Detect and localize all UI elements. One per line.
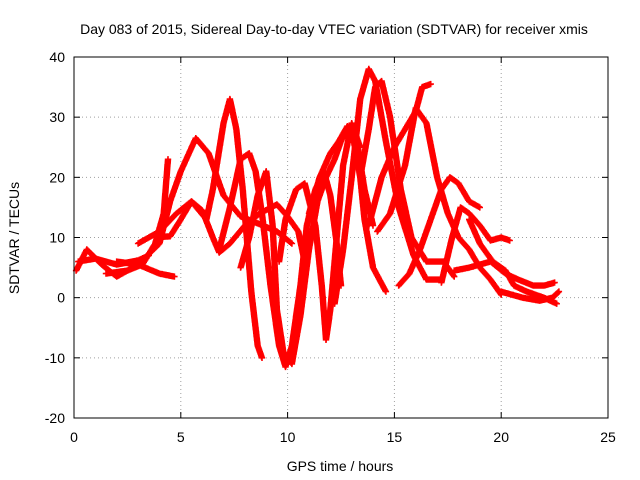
y-tick-label: -20 <box>45 410 65 426</box>
axis-ticks <box>73 56 609 419</box>
data-series-group <box>72 65 563 371</box>
data-series-sat-f <box>152 95 266 361</box>
y-axis-title: SDTVAR / TECUs <box>6 182 22 294</box>
x-tick-label: 5 <box>177 429 185 445</box>
chart-title: Day 083 of 2015, Sidereal Day-to-day VTE… <box>80 21 588 37</box>
data-series-sat-o <box>395 174 483 289</box>
x-tick-label: 20 <box>493 429 509 445</box>
y-tick-label: 20 <box>49 169 65 185</box>
tick-labels: 0 5 10 15 20 25 -20 -10 0 10 20 30 40 <box>45 49 616 445</box>
x-tick-label: 25 <box>600 429 616 445</box>
x-tick-label: 15 <box>387 429 403 445</box>
data-point-markers <box>152 95 266 361</box>
data-series-sat-s <box>498 288 563 304</box>
x-axis-title: GPS time / hours <box>287 458 394 474</box>
data-point-markers <box>438 204 513 286</box>
x-tick-label: 10 <box>280 429 296 445</box>
data-point-markers <box>357 77 458 280</box>
y-tick-label: -10 <box>45 350 65 366</box>
data-series-sat-l <box>357 77 458 280</box>
x-tick-label: 0 <box>70 429 78 445</box>
y-tick-label: 10 <box>49 230 65 246</box>
data-point-markers <box>395 174 483 289</box>
y-tick-label: 30 <box>49 109 65 125</box>
y-tick-label: 40 <box>49 49 65 65</box>
data-series-sat-p <box>438 204 513 286</box>
y-tick-label: 0 <box>57 290 65 306</box>
data-point-markers <box>498 288 563 304</box>
